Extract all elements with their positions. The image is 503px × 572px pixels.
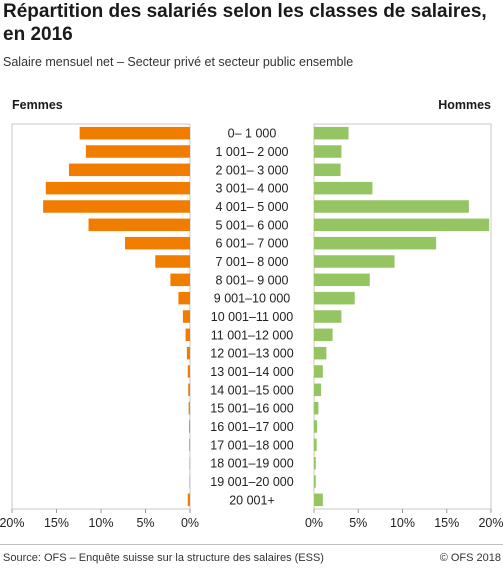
tick-label: 15% [434,516,459,530]
category-label: 17 001–18 000 [210,438,293,452]
bar-femmes [88,218,190,232]
category-label: 0– 1 000 [228,127,277,141]
category-label: 6 001– 7 000 [216,237,289,251]
bar-hommes [314,383,322,397]
bar-femmes [155,255,190,268]
bar-femmes [188,383,190,397]
bar-hommes [314,328,333,342]
category-label: 9 001–10 000 [214,292,291,306]
category-label: 13 001–14 000 [210,365,293,379]
bar-hommes [314,126,349,140]
bar-femmes [45,181,190,195]
bar-hommes [314,291,355,305]
category-label: 18 001–19 000 [210,457,293,471]
bar-hommes [314,145,342,158]
bar-hommes [314,456,316,470]
category-label: 7 001– 8 000 [216,255,289,269]
category-label: 4 001– 5 000 [216,200,289,214]
bar-femmes [182,310,190,323]
bar-femmes [178,291,190,305]
tick-label: 0% [305,516,323,530]
category-label: 10 001–11 000 [211,310,294,324]
legend-femmes: Femmes [12,98,63,112]
bar-femmes [188,401,190,415]
bar-femmes [79,126,190,140]
left-plot-frame [11,123,191,510]
chart-subtitle: Salaire mensuel net – Secteur privé et s… [3,55,354,69]
category-label: 12 001–13 000 [210,347,293,361]
category-label: 20 001+ [229,493,275,507]
bar-hommes [314,273,370,287]
tick-label: 10% [390,516,415,530]
tick-label: 0% [181,516,199,530]
bar-hommes [314,236,437,250]
copyright: © OFS 2018 [439,552,501,564]
bar-hommes [314,346,327,360]
tick-label: 20% [0,516,25,530]
category-label: 19 001–20 000 [210,475,293,489]
tick-label: 5% [349,516,367,530]
bar-hommes [314,181,373,195]
bar-hommes [314,200,469,213]
category-label: 2 001– 3 000 [216,163,289,177]
category-label: 11 001–12 000 [211,328,294,342]
category-labels: 0– 1 000 1 001– 2 000 2 001– 3 000 3 001– 4… [210,127,293,508]
bar-hommes [314,365,323,378]
bar-hommes [314,493,323,507]
bar-femmes [185,328,190,342]
bar-hommes [314,420,318,433]
tick-label: 20% [478,516,503,530]
bar-hommes [314,255,395,268]
bar-hommes [314,310,342,323]
source-note: Source: OFS – Enquête suisse sur la stru… [3,552,324,564]
category-label: 1 001– 2 000 [216,145,289,159]
bar-femmes [187,493,191,507]
footer-divider [0,544,503,545]
bar-femmes [189,438,190,452]
chart-title: Répartition des salariés selon les class… [3,1,487,45]
axis-ticks-hommes: 0% 5% 10% 15% 20% [305,509,503,530]
bar-femmes [43,200,191,213]
tick-label: 10% [88,516,113,530]
bar-hommes [314,438,317,452]
category-label: 15 001–16 000 [210,402,293,416]
bar-femmes [189,420,190,433]
axis-ticks-femmes: 0% 5% 10% 15% 20% [0,509,199,530]
bar-femmes [85,145,190,158]
bar-femmes [125,236,190,250]
bar-hommes [314,475,316,488]
bar-femmes [170,273,190,287]
bar-hommes [314,218,490,232]
tick-label: 15% [44,516,69,530]
category-label: 3 001– 4 000 [216,182,289,196]
category-label: 5 001– 6 000 [216,218,289,232]
tick-label: 5% [136,516,154,530]
category-label: 14 001–15 000 [210,383,293,397]
bar-hommes [314,401,319,415]
bars-hommes [314,126,490,507]
category-label: 8 001– 9 000 [216,273,289,287]
legend-hommes: Hommes [438,98,491,112]
bar-femmes [186,346,190,360]
category-label: 16 001–17 000 [210,420,293,434]
bars-femmes [43,126,191,507]
bar-hommes [314,163,341,177]
bar-femmes [187,365,191,378]
bar-femmes [68,163,190,177]
pyramid-chart: Femmes Hommes 0– 1 000 1 001– 2 000 2 001–… [0,98,503,530]
